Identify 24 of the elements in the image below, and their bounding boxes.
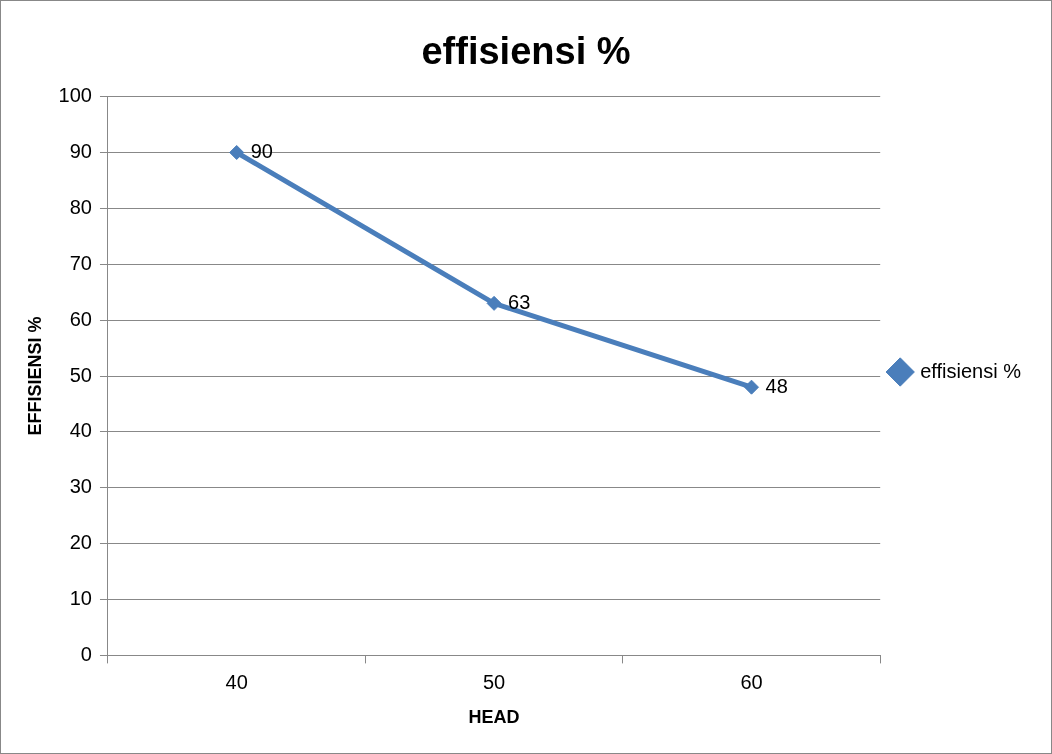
y-tick-label: 20 [69, 531, 92, 554]
data-label: 48 [765, 374, 788, 397]
data-label: 63 [508, 290, 531, 313]
chart-title: effisiensi % [421, 30, 631, 73]
y-axis-title: EFFISIENSI % [24, 316, 45, 436]
y-tick-label: 50 [69, 363, 92, 386]
y-tick-label: 30 [69, 475, 92, 498]
y-tick-label: 10 [69, 587, 92, 610]
y-tick-label: 80 [69, 195, 92, 218]
x-tick-label: 40 [225, 670, 248, 693]
y-tick-label: 40 [69, 419, 92, 442]
y-tick-label: 100 [58, 84, 92, 107]
y-tick-label: 60 [69, 307, 92, 330]
point [744, 379, 759, 395]
y-tick-label: 90 [69, 140, 92, 162]
point [229, 144, 245, 160]
legend-label: effisiensi % [920, 359, 1022, 382]
x-tick-label: 50 [482, 670, 506, 693]
y-tick-label: 70 [69, 251, 92, 274]
x-axis-title: HEAD [468, 707, 520, 728]
point [486, 295, 502, 311]
data-label: 90 [250, 140, 273, 162]
y-tick-label: 0 [80, 642, 92, 665]
x-tick-label: 60 [740, 670, 763, 693]
